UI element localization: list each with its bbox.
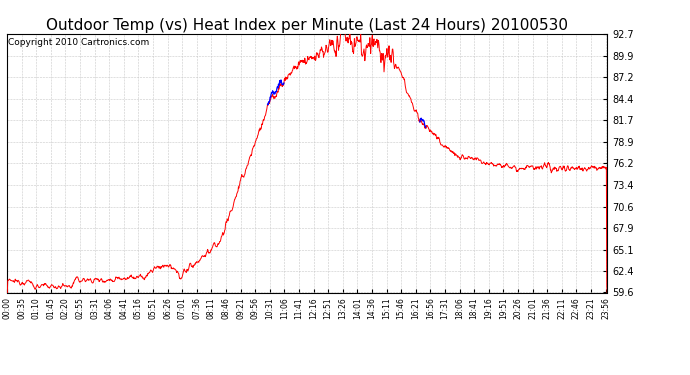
Text: Copyright 2010 Cartronics.com: Copyright 2010 Cartronics.com [8, 38, 149, 46]
Title: Outdoor Temp (vs) Heat Index per Minute (Last 24 Hours) 20100530: Outdoor Temp (vs) Heat Index per Minute … [46, 18, 568, 33]
